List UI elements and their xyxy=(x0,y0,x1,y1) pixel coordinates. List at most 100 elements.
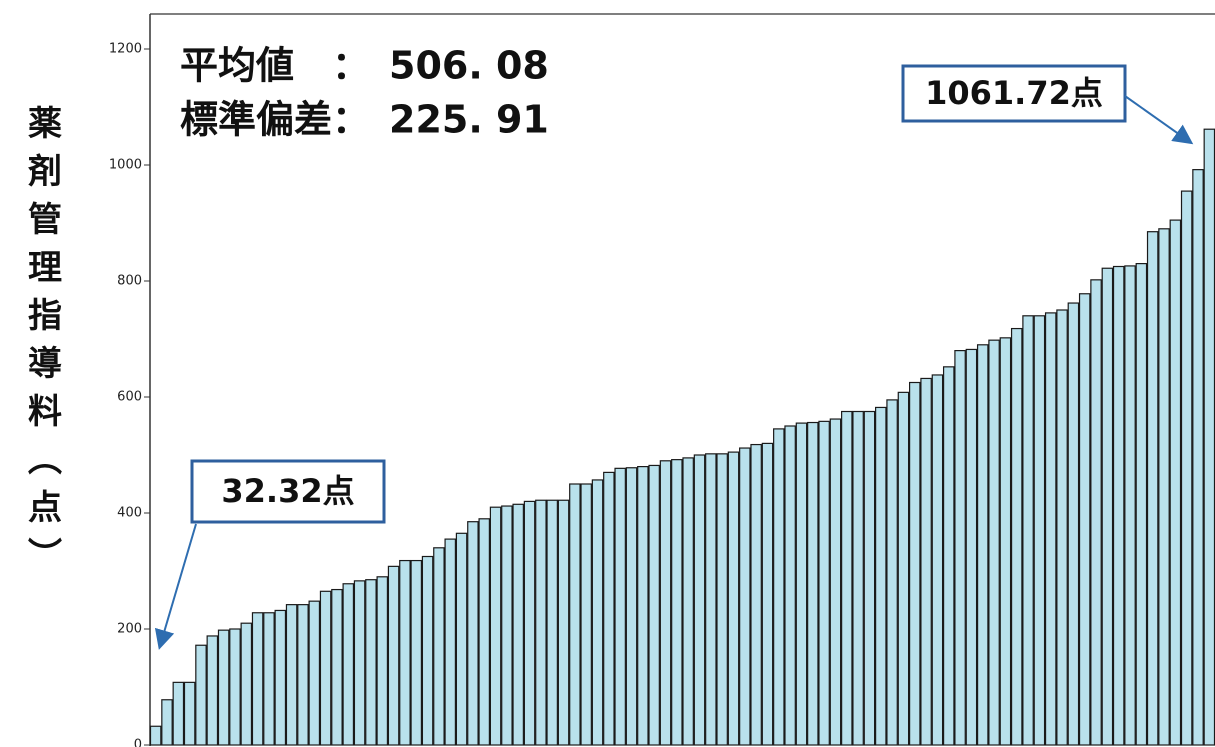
bar xyxy=(841,410,853,746)
bar xyxy=(716,453,728,746)
bar xyxy=(1078,293,1091,746)
bar xyxy=(206,635,219,746)
bar xyxy=(399,559,411,746)
bar xyxy=(478,518,490,746)
bar xyxy=(1033,315,1046,746)
annotation-box xyxy=(190,459,386,524)
bar xyxy=(875,406,887,746)
bar xyxy=(739,447,751,746)
bar xyxy=(1180,190,1193,746)
y-axis-label: 薬剤管理指導料（点） xyxy=(22,105,62,585)
bar xyxy=(455,532,468,746)
bar xyxy=(908,381,921,746)
bar xyxy=(546,499,558,746)
bar xyxy=(149,725,162,746)
bar xyxy=(863,410,876,746)
bar xyxy=(285,604,298,746)
bar xyxy=(637,466,649,746)
bar xyxy=(1192,169,1204,746)
bar xyxy=(1010,327,1023,746)
bar xyxy=(1090,279,1102,746)
y-tick-label: 1200 xyxy=(109,42,142,57)
bar xyxy=(263,612,275,746)
bar xyxy=(1056,309,1068,746)
bar xyxy=(693,454,706,746)
y-tick-label: 0 xyxy=(134,738,142,747)
bar xyxy=(591,479,604,746)
bar xyxy=(342,583,355,746)
bar xyxy=(172,681,185,746)
bar xyxy=(444,538,457,746)
bar xyxy=(829,418,842,746)
y-tick-label: 800 xyxy=(117,274,142,289)
bar xyxy=(376,576,389,746)
bar xyxy=(161,699,173,746)
y-tick-label: 1000 xyxy=(109,158,142,173)
bar xyxy=(988,339,1000,746)
stat-sd: 標準偏差： 225. 91 xyxy=(180,98,549,142)
bar xyxy=(727,451,740,746)
bar xyxy=(648,464,660,746)
stat-mean: 平均値 ： 506. 08 xyxy=(180,44,549,88)
bar xyxy=(240,622,253,746)
bar xyxy=(1169,219,1182,746)
bar xyxy=(625,467,638,746)
bar xyxy=(353,580,366,746)
bar xyxy=(1022,315,1034,746)
bar xyxy=(965,348,978,746)
bar xyxy=(1067,302,1080,746)
bar xyxy=(1158,228,1170,746)
bar xyxy=(512,503,524,746)
bar xyxy=(614,467,626,746)
bar xyxy=(886,399,898,746)
bar xyxy=(818,420,830,746)
bar xyxy=(852,410,864,746)
bar xyxy=(557,499,570,746)
bar xyxy=(410,559,423,746)
bar xyxy=(682,457,694,746)
bar xyxy=(421,555,434,746)
bar xyxy=(671,459,683,746)
bar xyxy=(603,471,615,746)
bar xyxy=(535,499,547,746)
bar xyxy=(1135,263,1148,746)
bar xyxy=(705,453,717,746)
bar xyxy=(1124,265,1136,746)
bar xyxy=(580,483,592,746)
bar xyxy=(501,505,513,746)
bar xyxy=(297,604,309,746)
bar xyxy=(1112,265,1125,746)
bar xyxy=(942,366,955,746)
bar xyxy=(1044,312,1057,746)
bar xyxy=(931,374,944,746)
annotation-arrow xyxy=(1124,95,1194,145)
bar xyxy=(229,628,241,746)
bar xyxy=(217,629,230,746)
bar xyxy=(1101,267,1114,746)
bar xyxy=(897,391,910,746)
bar xyxy=(999,337,1012,746)
bar xyxy=(365,579,377,746)
bar xyxy=(319,590,332,746)
bar xyxy=(659,460,672,746)
y-tick-label: 600 xyxy=(117,390,142,405)
annotation-box xyxy=(901,64,1127,123)
y-tick-label: 200 xyxy=(117,622,142,637)
bar xyxy=(761,442,774,746)
bar xyxy=(308,600,321,746)
bar xyxy=(183,681,196,746)
bar xyxy=(795,422,808,746)
bar xyxy=(489,506,502,746)
bar xyxy=(807,421,819,746)
bar xyxy=(523,500,536,746)
bar xyxy=(274,609,287,746)
bar xyxy=(1203,128,1215,746)
bar xyxy=(331,588,343,746)
bar xyxy=(569,483,581,746)
bar xyxy=(920,377,932,746)
bar xyxy=(251,612,264,746)
bar xyxy=(195,644,207,746)
bar xyxy=(387,565,400,746)
bar xyxy=(1146,231,1159,746)
